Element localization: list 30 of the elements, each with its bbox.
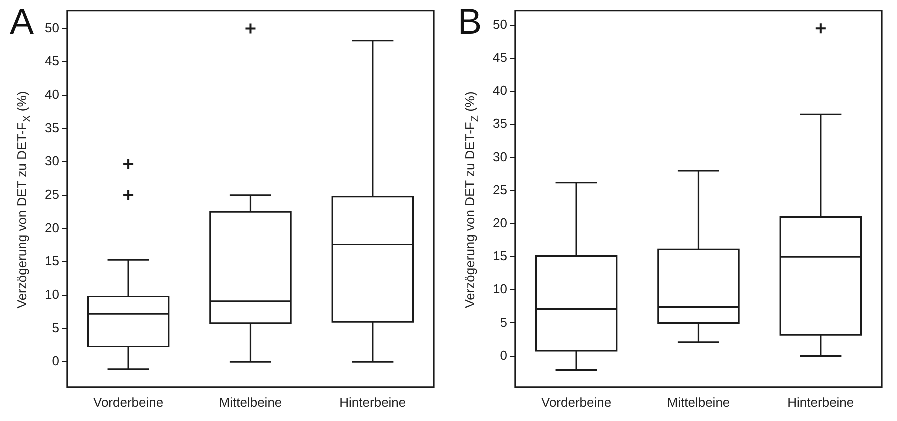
y-tick-label: 5 xyxy=(52,320,60,336)
y-tick-label: 0 xyxy=(52,354,60,369)
y-tick-label: 20 xyxy=(492,216,508,230)
y-tick-label: 5 xyxy=(500,314,508,330)
y-tick-label: 50 xyxy=(44,20,60,36)
y-tick-label: 35 xyxy=(44,120,60,136)
y-tick-label: 30 xyxy=(492,149,508,164)
x-tick-label: Vorderbeine xyxy=(541,394,612,410)
y-tick-label: 0 xyxy=(500,348,508,363)
x-tick-label: Hinterbeine xyxy=(788,394,854,410)
chart-title: B xyxy=(458,1,482,42)
y-tick-label: 20 xyxy=(44,220,60,236)
y-tick-label: 45 xyxy=(44,54,60,69)
y-tick-label: 15 xyxy=(44,254,60,269)
x-tick-label: Mittelbeine xyxy=(219,394,282,410)
y-tick-label: 15 xyxy=(492,248,508,264)
y-tick-label: 25 xyxy=(492,182,508,198)
y-tick-label: 45 xyxy=(492,50,508,66)
y-tick-label: 50 xyxy=(492,16,508,32)
y-tick-label: 10 xyxy=(44,286,60,302)
y-tick-label: 40 xyxy=(44,87,60,102)
x-tick-label: Vorderbeine xyxy=(93,394,164,410)
y-tick-label: 25 xyxy=(44,187,60,202)
y-tick-label: 30 xyxy=(44,154,60,169)
x-tick-label: Mittelbeine xyxy=(667,394,730,410)
y-tick-label: 10 xyxy=(492,282,508,297)
chart-title: A xyxy=(10,1,34,42)
x-tick-label: Hinterbeine xyxy=(340,394,406,410)
y-tick-label: 40 xyxy=(492,83,508,98)
y-tick-label: 35 xyxy=(492,116,508,132)
